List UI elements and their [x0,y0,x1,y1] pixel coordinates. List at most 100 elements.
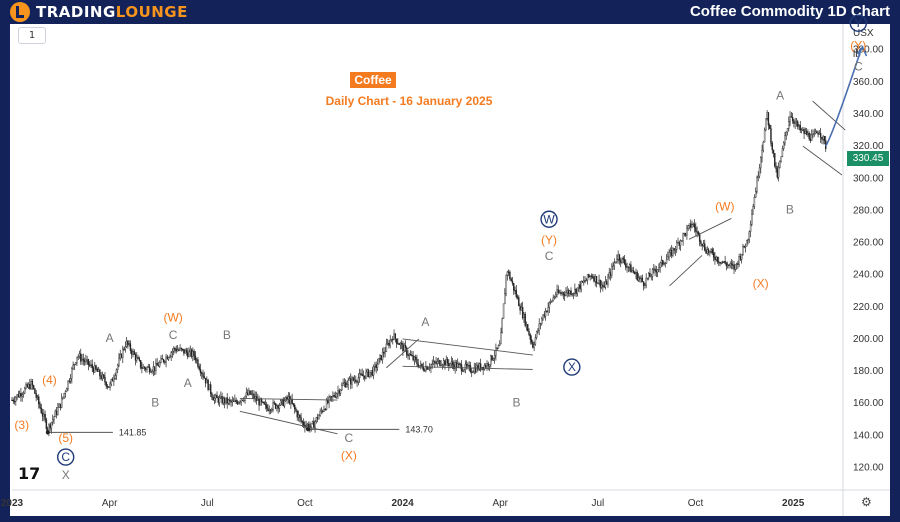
candle-body [411,354,413,357]
candle-body [67,380,69,389]
candle-body [821,137,823,140]
candle-body [712,252,715,258]
candle-body [404,345,407,349]
candle-body [800,129,803,131]
interval-value: 1 [28,30,36,41]
candle-body [492,358,495,361]
candle-body [26,384,28,388]
candle-body [543,314,545,317]
candle-body [235,399,237,403]
candle-body [369,372,371,377]
candle-body [720,261,723,264]
candle-body [507,271,510,273]
candle-body [127,340,129,345]
x-tick-label: Oct [688,498,704,509]
candle-body [818,132,821,135]
candle-body [600,284,603,288]
candle-body [234,399,236,402]
candle-body [706,249,708,254]
candle-body [211,393,213,398]
level-label: 141.85 [119,427,147,437]
trendline [812,100,846,131]
trendline [802,145,843,176]
x-tick-label: 2025 [782,498,805,509]
candle-body [16,394,18,398]
candle-body [656,269,659,273]
candle-body [586,274,589,281]
candle-body [521,307,524,318]
candle-body [95,365,97,370]
candle-body [207,379,209,390]
candle-body [109,383,111,388]
candle-body [271,409,273,411]
candle-body [552,297,554,302]
trendline [402,338,533,356]
candle-body [120,354,123,358]
candle-body [551,300,553,302]
candle-body [31,381,34,386]
candle-body [585,279,588,282]
candle-body [20,393,22,397]
annotation-name: Coffee [354,73,392,87]
candle-body [557,289,560,294]
candle-body [604,281,607,288]
candle-body [250,393,253,396]
candle-body [603,285,605,288]
candle-body [696,231,698,233]
candle-body [187,352,189,357]
candle-body [583,280,585,283]
candle-body [386,342,389,345]
candle-body [441,364,444,366]
candle-body [114,375,116,379]
candle-body [199,369,202,373]
candle-body [371,370,374,376]
candle-body [348,378,351,381]
candle-body [580,281,582,290]
candle-body [356,381,358,383]
candle-body [724,261,726,264]
unit-lb[interactable]: lb [853,49,861,60]
candle-body [76,356,78,363]
candle-body [793,120,795,124]
candle-body [469,365,472,373]
y-tick-label: 180.00 [853,366,884,377]
candle-body [203,376,205,379]
candle-body [38,396,40,405]
candle-body [649,272,651,277]
interval-selector[interactable]: 1 [18,27,46,44]
candle-body [646,277,649,279]
candle-body [64,391,67,394]
candle-body [681,240,683,242]
candle-body [385,343,388,352]
candle-body [422,366,425,371]
candle-body [584,280,586,282]
candle-body [628,264,631,268]
candle-body [15,397,17,402]
candle-body [174,348,176,350]
candle-body [258,398,260,406]
candle-body [520,307,523,311]
candle-body [563,294,566,296]
candle-body [462,370,464,372]
candle-body [92,367,95,373]
candle-body [799,125,801,131]
wave-label: C [345,431,354,445]
y-tick-label: 280.00 [853,205,884,216]
gear-icon[interactable]: ⚙ [861,495,872,509]
unit-currency[interactable]: USX [853,28,874,39]
candle-body [392,339,394,341]
candle-body [700,241,702,245]
candle-body [384,351,386,354]
candle-body [664,263,666,265]
candle-body [123,348,125,351]
candle-body [190,349,193,357]
candle-body [161,358,163,360]
candle-body [365,371,367,379]
candle-body [44,414,46,420]
candle-body [571,293,574,295]
candle-body [454,362,456,369]
candle-body [30,381,32,389]
candle-body [591,276,594,278]
candle-body [790,116,793,118]
candle-body [101,374,104,380]
